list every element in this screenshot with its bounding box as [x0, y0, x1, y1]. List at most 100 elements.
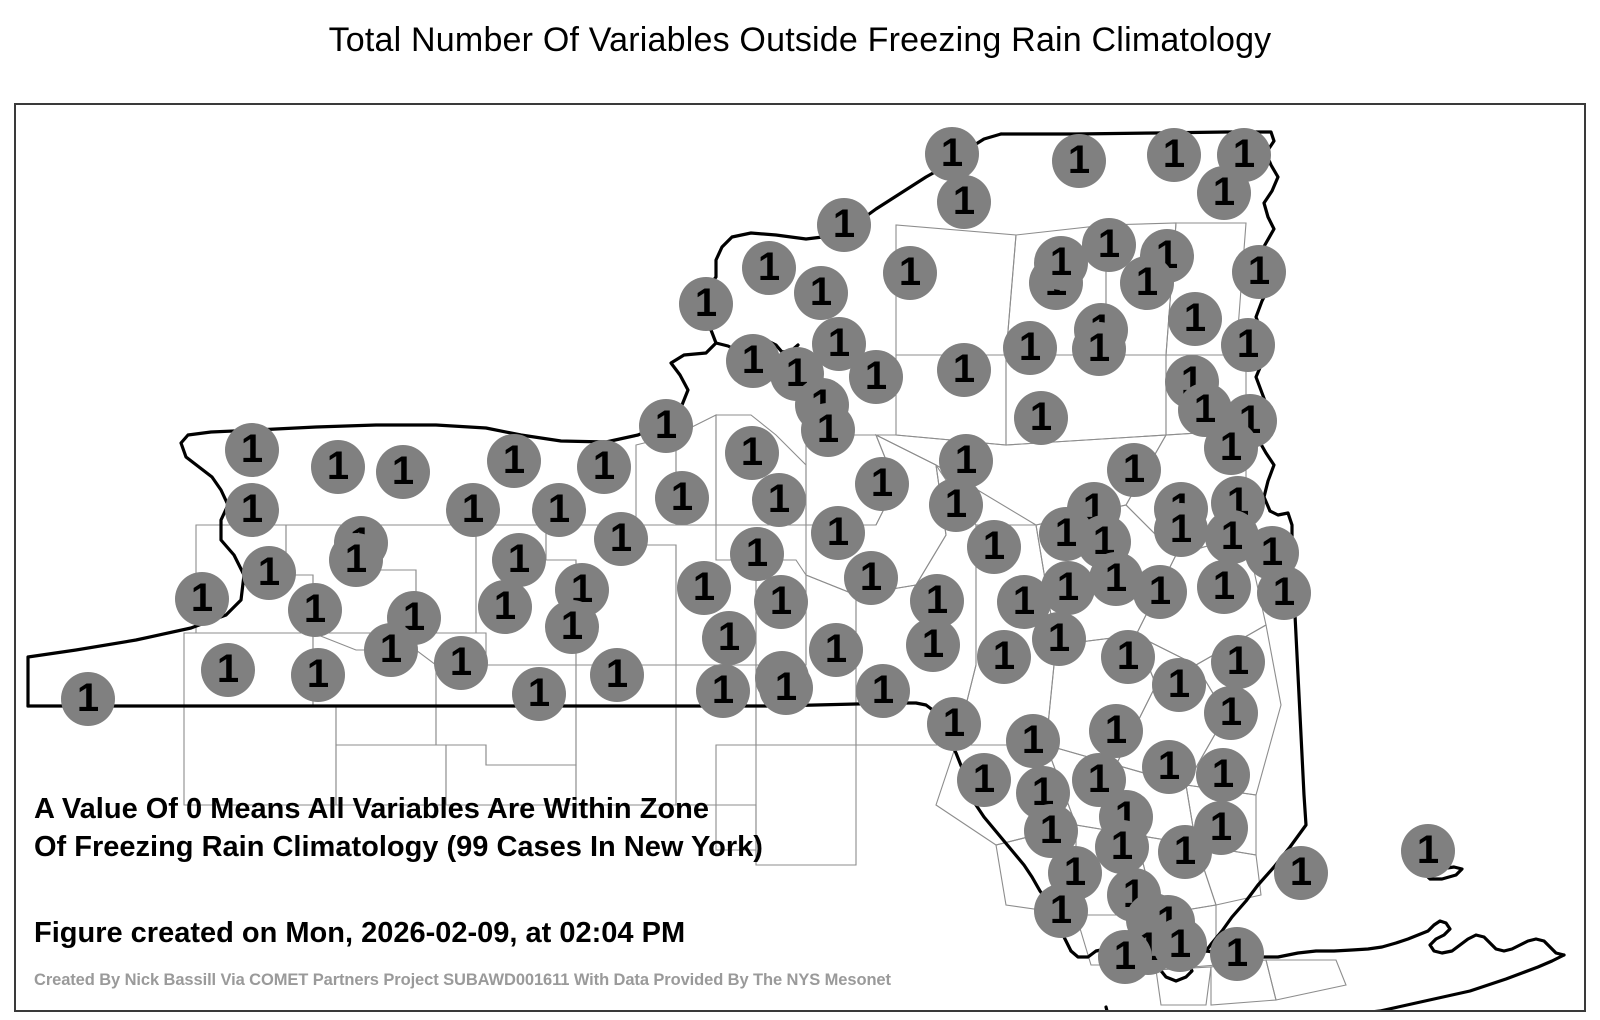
station-marker[interactable]: 1: [1154, 503, 1208, 557]
station-marker[interactable]: 1: [809, 623, 863, 677]
station-marker[interactable]: 1: [1016, 766, 1070, 820]
station-marker[interactable]: 1: [679, 277, 733, 331]
station-marker[interactable]: 1: [1204, 421, 1258, 475]
station-marker[interactable]: 1: [1178, 383, 1232, 437]
station-marker[interactable]: 1: [1210, 927, 1264, 981]
station-marker[interactable]: 1: [1401, 824, 1455, 878]
station-marker[interactable]: 1: [1196, 748, 1250, 802]
station-marker[interactable]: 1: [1095, 820, 1149, 874]
station-marker[interactable]: 1: [1052, 134, 1106, 188]
station-marker[interactable]: 1: [492, 533, 546, 587]
station-marker[interactable]: 1: [937, 343, 991, 397]
station-marker[interactable]: 1: [1152, 658, 1206, 712]
station-marker[interactable]: 1: [434, 636, 488, 690]
station-marker[interactable]: 1: [364, 623, 418, 677]
station-marker[interactable]: 1: [794, 266, 848, 320]
station-marker[interactable]: 1: [512, 667, 566, 721]
station-marker[interactable]: 1: [655, 471, 709, 525]
station-marker[interactable]: 1: [61, 672, 115, 726]
station-marker[interactable]: 1: [1204, 686, 1258, 740]
station-marker[interactable]: 1: [696, 664, 750, 718]
station-marker[interactable]: 1: [1006, 714, 1060, 768]
station-marker[interactable]: 1: [856, 664, 910, 718]
station-marker[interactable]: 1: [906, 618, 960, 672]
station-marker[interactable]: 1: [977, 630, 1031, 684]
station-marker[interactable]: 1: [937, 175, 991, 229]
station-marker[interactable]: 1: [1221, 318, 1275, 372]
station-marker[interactable]: 1: [844, 551, 898, 605]
station-marker[interactable]: 1: [1098, 930, 1152, 984]
station-marker[interactable]: 1: [1048, 846, 1102, 900]
station-marker[interactable]: 1: [487, 434, 541, 488]
station-marker[interactable]: 1: [532, 483, 586, 537]
station-marker[interactable]: 1: [1147, 128, 1201, 182]
station-marker[interactable]: 1: [288, 583, 342, 637]
station-marker[interactable]: 1: [225, 483, 279, 537]
station-marker[interactable]: 1: [1153, 918, 1207, 972]
station-marker[interactable]: 1: [1082, 218, 1136, 272]
station-marker[interactable]: 1: [1032, 612, 1086, 666]
station-marker[interactable]: 1: [291, 648, 345, 702]
station-marker[interactable]: 1: [702, 611, 756, 665]
station-marker[interactable]: 1: [175, 572, 229, 626]
station-marker[interactable]: 1: [329, 533, 383, 587]
station-marker-value: 1: [449, 640, 473, 684]
station-marker[interactable]: 1: [754, 575, 808, 629]
station-marker-value: 1: [692, 565, 716, 609]
station-marker[interactable]: 1: [1041, 561, 1095, 615]
station-marker[interactable]: 1: [1072, 753, 1126, 807]
station-marker[interactable]: 1: [759, 661, 813, 715]
station-marker[interactable]: 1: [1003, 321, 1057, 375]
station-marker[interactable]: 1: [910, 574, 964, 628]
station-marker[interactable]: 1: [1034, 884, 1088, 938]
station-marker[interactable]: 1: [1158, 825, 1212, 879]
station-marker[interactable]: 1: [1089, 704, 1143, 758]
station-marker[interactable]: 1: [1072, 322, 1126, 376]
station-marker[interactable]: 1: [1120, 256, 1174, 310]
station-marker[interactable]: 1: [1034, 236, 1088, 290]
station-marker[interactable]: 1: [957, 753, 1011, 807]
station-marker[interactable]: 1: [855, 457, 909, 511]
station-marker[interactable]: 1: [811, 506, 865, 560]
station-marker[interactable]: 1: [545, 600, 599, 654]
station-marker[interactable]: 1: [376, 445, 430, 499]
station-marker-value: 1: [809, 270, 833, 314]
station-marker[interactable]: 1: [478, 580, 532, 634]
station-marker[interactable]: 1: [742, 241, 796, 295]
station-marker[interactable]: 1: [242, 546, 296, 600]
station-marker-value: 1: [605, 652, 629, 696]
station-marker[interactable]: 1: [1142, 740, 1196, 794]
station-marker[interactable]: 1: [730, 527, 784, 581]
station-marker-value: 1: [1157, 744, 1181, 788]
station-marker[interactable]: 1: [883, 246, 937, 300]
station-marker[interactable]: 1: [925, 127, 979, 181]
station-marker[interactable]: 1: [639, 399, 693, 453]
station-marker[interactable]: 1: [1101, 630, 1155, 684]
station-marker[interactable]: 1: [446, 483, 500, 537]
station-marker[interactable]: 1: [1211, 635, 1265, 689]
station-marker[interactable]: 1: [590, 648, 644, 702]
station-marker[interactable]: 1: [594, 512, 648, 566]
station-marker[interactable]: 1: [1274, 846, 1328, 900]
station-marker[interactable]: 1: [1168, 292, 1222, 346]
station-marker[interactable]: 1: [311, 440, 365, 494]
station-marker[interactable]: 1: [752, 473, 806, 527]
station-marker[interactable]: 1: [201, 643, 255, 697]
station-marker[interactable]: 1: [817, 198, 871, 252]
station-marker[interactable]: 1: [927, 697, 981, 751]
station-marker[interactable]: 1: [849, 350, 903, 404]
station-marker[interactable]: 1: [1197, 166, 1251, 220]
station-marker[interactable]: 1: [801, 403, 855, 457]
station-marker[interactable]: 1: [725, 426, 779, 480]
station-marker[interactable]: 1: [1133, 565, 1187, 619]
station-marker[interactable]: 1: [1245, 526, 1299, 580]
station-marker[interactable]: 1: [225, 423, 279, 477]
station-marker[interactable]: 1: [1107, 443, 1161, 497]
station-marker[interactable]: 1: [1232, 245, 1286, 299]
station-marker[interactable]: 1: [967, 520, 1021, 574]
station-marker[interactable]: 1: [929, 478, 983, 532]
station-marker[interactable]: 1: [1197, 560, 1251, 614]
station-marker[interactable]: 1: [677, 561, 731, 615]
station-marker[interactable]: 1: [577, 440, 631, 494]
station-marker[interactable]: 1: [1014, 391, 1068, 445]
